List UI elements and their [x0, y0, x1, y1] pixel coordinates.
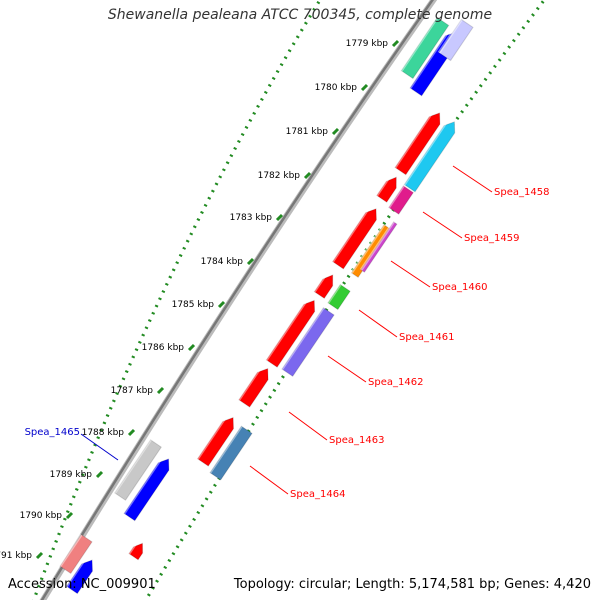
- gene-label-spea-1459[interactable]: Spea_1459: [464, 233, 519, 244]
- tick-label: 1781 kbp: [286, 127, 329, 137]
- tick-label: 1791 kbp: [0, 551, 32, 561]
- backbone-line: [39, 0, 438, 600]
- gene-label-spea-1460[interactable]: Spea_1460: [432, 282, 487, 293]
- gene-feature[interactable]: [265, 296, 319, 368]
- outer-dotted-ring: [32, 0, 322, 600]
- gene-label-spea-1458[interactable]: Spea_1458: [494, 187, 549, 198]
- tick-label: 1786 kbp: [142, 343, 185, 353]
- tick-label: 1780 kbp: [315, 83, 358, 93]
- tick-label: 1787 kbp: [111, 386, 154, 396]
- map-title: Shewanella pealeana ATCC 700345, complet…: [107, 7, 493, 23]
- gene-feature[interactable]: [237, 364, 273, 408]
- gene-feature[interactable]: [359, 221, 398, 273]
- gene-spea-1464[interactable]: [208, 425, 253, 481]
- gene-label-leader: [422, 211, 463, 239]
- gene-feature[interactable]: [196, 413, 239, 467]
- tick-label: 1779 kbp: [346, 39, 389, 49]
- tick-mark: [156, 386, 165, 395]
- gene-blue[interactable]: [122, 454, 174, 522]
- gene-label-spea-1462[interactable]: Spea_1462: [368, 377, 423, 388]
- gene-label-leader: [80, 433, 119, 461]
- tick-mark: [331, 127, 340, 136]
- gene-label-spea-1461[interactable]: Spea_1461: [399, 332, 454, 343]
- gene-spea-1462[interactable]: [280, 306, 335, 378]
- gene-label-leader: [327, 355, 367, 383]
- tick-mark: [127, 428, 136, 437]
- tick-mark: [187, 343, 196, 352]
- accession-text: Accession: NC_009901: [8, 577, 156, 592]
- tick-label: 1785 kbp: [172, 300, 215, 310]
- tick-label: 1784 kbp: [201, 257, 244, 267]
- gene-label-leader: [288, 411, 328, 441]
- tick-label: 1789 kbp: [50, 470, 93, 480]
- genome-summary-text: Topology: circular; Length: 5,174,581 bp…: [233, 577, 591, 592]
- tick-mark: [65, 511, 74, 520]
- tick-mark: [217, 300, 226, 309]
- gene-spea-1459[interactable]: [387, 185, 414, 215]
- gene-feature[interactable]: [331, 204, 382, 270]
- gene-label-leader: [390, 260, 431, 288]
- gene-feature[interactable]: [375, 173, 401, 203]
- gene-feature[interactable]: [127, 539, 147, 561]
- gene-feature[interactable]: [313, 270, 337, 299]
- gene-label-spea-1465[interactable]: Spea_1465: [25, 427, 80, 438]
- backbone-line-core: [40, 0, 435, 600]
- gene-label-leader: [249, 465, 289, 495]
- tick-mark: [275, 213, 284, 222]
- tick-mark: [35, 551, 44, 560]
- gene-feature[interactable]: [437, 18, 474, 62]
- gene-spea-1458[interactable]: [402, 117, 460, 193]
- tick-label: 1782 kbp: [258, 171, 301, 181]
- gene-label-spea-1463[interactable]: Spea_1463: [329, 435, 384, 446]
- tick-mark: [95, 470, 104, 479]
- gene-feature[interactable]: [65, 555, 98, 595]
- gene-label-leader: [452, 165, 493, 193]
- gene-spea-1461[interactable]: [326, 283, 351, 311]
- tick-mark: [360, 83, 369, 92]
- tick-mark: [391, 39, 400, 48]
- gene-label-spea-1464[interactable]: Spea_1464: [290, 489, 345, 500]
- tick-label: 1790 kbp: [20, 511, 63, 521]
- gene-feature[interactable]: [58, 533, 93, 575]
- tick-label: 1788 kbp: [82, 428, 125, 438]
- tick-label: 1783 kbp: [230, 213, 273, 223]
- gene-feature[interactable]: [393, 108, 445, 176]
- gene-feature[interactable]: [400, 16, 450, 80]
- gene-spea-1465-grey[interactable]: [113, 438, 162, 501]
- tick-mark: [246, 257, 255, 266]
- gene-label-leader: [358, 309, 398, 338]
- tick-mark: [303, 171, 312, 180]
